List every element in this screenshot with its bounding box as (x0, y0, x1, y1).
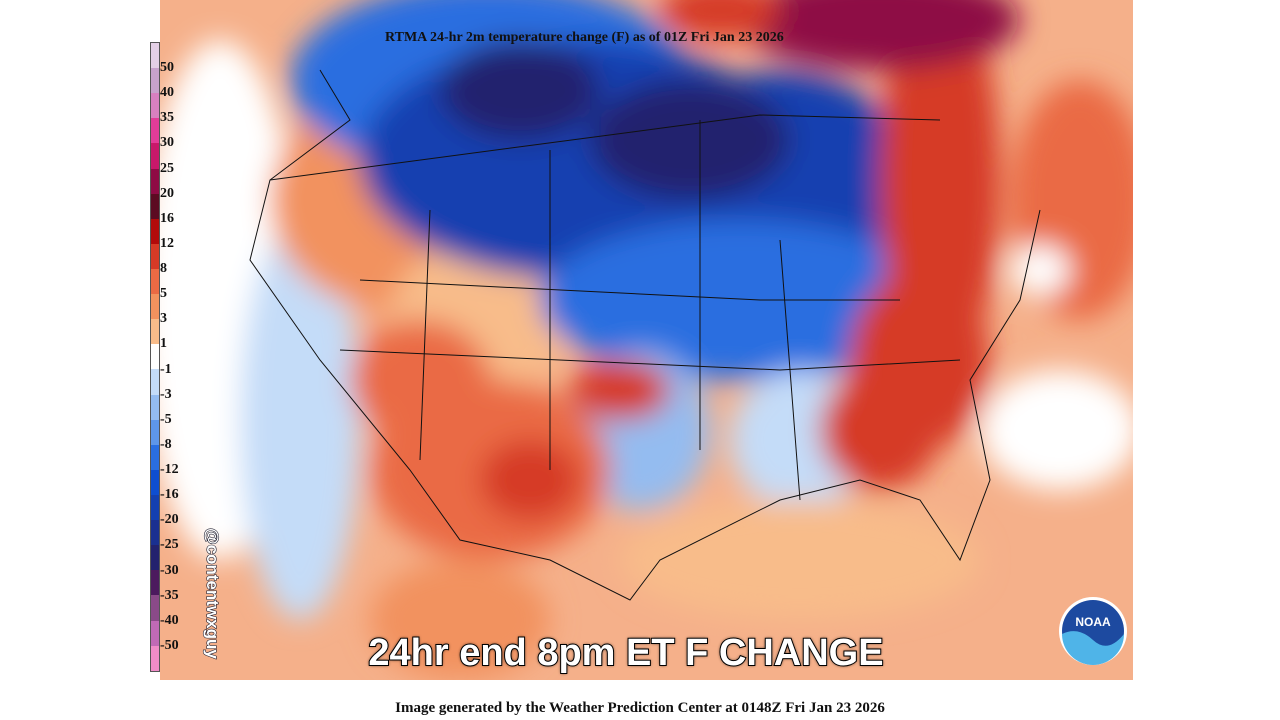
legend-label: -50 (160, 637, 179, 653)
legend-label: -35 (160, 587, 179, 603)
legend-label: 16 (160, 210, 174, 226)
legend-label: -25 (160, 537, 179, 553)
legend-swatch (151, 344, 159, 370)
legend-swatch (151, 444, 159, 470)
legend-label: 3 (160, 311, 167, 327)
caption-overlay: 24hr end 8pm ET F CHANGE (367, 631, 884, 675)
legend-label: -8 (160, 436, 172, 452)
legend-label: -30 (160, 562, 179, 578)
legend-swatch (151, 469, 159, 495)
legend-label: 1 (160, 336, 167, 352)
legend-swatch (151, 68, 159, 94)
legend-label: -20 (160, 512, 179, 528)
legend-swatch (151, 143, 159, 169)
legend-label: 20 (160, 185, 174, 201)
legend-label: 12 (160, 235, 174, 251)
legend-swatch (151, 595, 159, 621)
legend-swatch (151, 545, 159, 571)
legend-label: 30 (160, 135, 174, 151)
noaa-logo: NOAA (1058, 596, 1128, 666)
legend-swatch (151, 193, 159, 219)
legend-swatch (151, 93, 159, 119)
temperature-field (160, 0, 1133, 680)
legend-swatch (151, 419, 159, 445)
legend-swatch (151, 520, 159, 546)
legend-swatch (151, 620, 159, 646)
legend-swatch (151, 494, 159, 521)
legend-label: -1 (160, 361, 172, 377)
legend-label: -5 (160, 411, 172, 427)
map-title: RTMA 24-hr 2m temperature change (F) as … (385, 30, 784, 45)
legend-swatch (151, 118, 159, 144)
legend-swatch (151, 218, 159, 244)
legend-swatch (151, 369, 159, 395)
legend-label: -16 (160, 487, 179, 503)
legend-label: 35 (160, 110, 174, 126)
legend-swatch (151, 394, 159, 420)
legend-label: 8 (160, 261, 167, 277)
footer-credit: Image generated by the Weather Predictio… (395, 700, 885, 716)
legend-swatch (151, 43, 159, 69)
color-scale-legend (150, 42, 160, 672)
legend-label: -3 (160, 386, 172, 402)
legend-swatch (151, 168, 159, 194)
legend-swatch (151, 645, 159, 671)
legend-label: -12 (160, 462, 179, 478)
legend-swatch (151, 570, 159, 596)
legend-label: 50 (160, 60, 174, 76)
legend-swatch (151, 319, 159, 345)
temperature-change-map (160, 0, 1133, 680)
legend-label: -40 (160, 612, 179, 628)
state-borders (249, 69, 1041, 601)
legend-swatch (151, 294, 159, 320)
legend-label: 25 (160, 160, 174, 176)
legend-swatch (151, 268, 159, 295)
legend-label: 5 (160, 286, 167, 302)
legend-swatch (151, 243, 159, 269)
svg-text:NOAA: NOAA (1075, 615, 1111, 629)
legend-label: 40 (160, 85, 174, 101)
